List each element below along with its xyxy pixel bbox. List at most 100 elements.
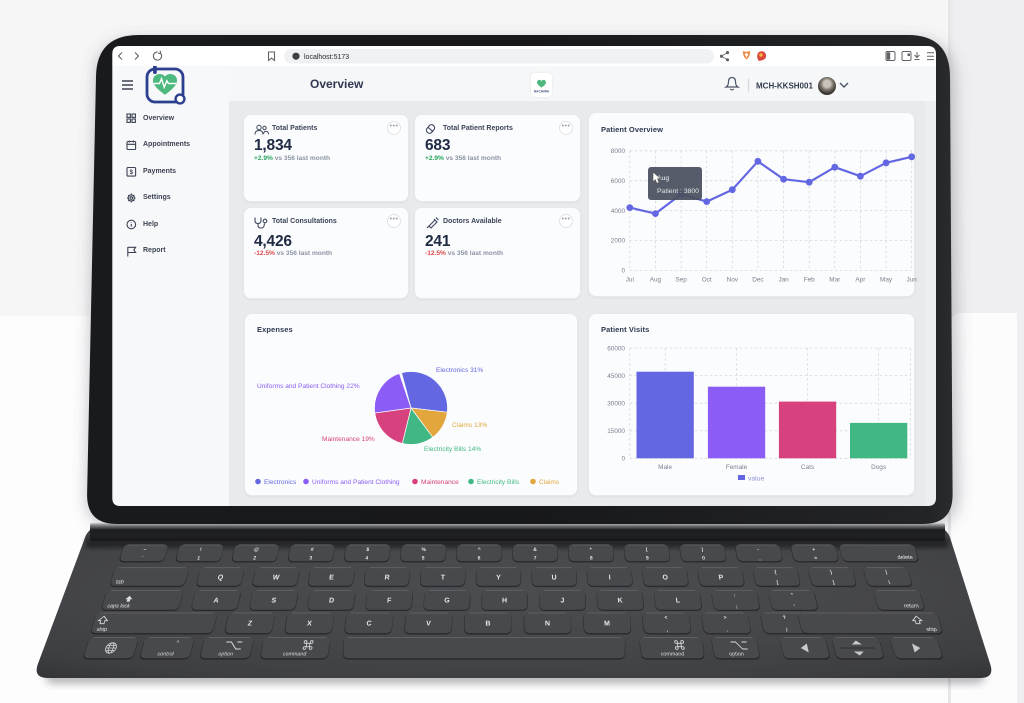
svg-text:): ) xyxy=(701,547,704,553)
svg-text:_: _ xyxy=(757,556,762,562)
svg-text:Electricity Bills 14%: Electricity Bills 14% xyxy=(424,446,481,453)
svg-text:J: J xyxy=(560,598,564,605)
svg-text:6: 6 xyxy=(478,556,481,562)
svg-text:option: option xyxy=(218,652,234,658)
svg-text:|: | xyxy=(885,570,889,576)
svg-text:$: $ xyxy=(366,547,370,553)
svg-text:/: / xyxy=(786,628,789,634)
svg-text:Cats: Cats xyxy=(801,464,814,471)
svg-text:Jun: Jun xyxy=(907,277,918,284)
svg-text:Sep: Sep xyxy=(675,277,687,284)
svg-text:8000: 8000 xyxy=(611,148,626,155)
svg-text:NACHIWA: NACHIWA xyxy=(534,90,550,94)
svg-text:F: F xyxy=(387,598,393,605)
svg-text:4: 4 xyxy=(365,556,369,562)
svg-text:localhost:5173: localhost:5173 xyxy=(304,54,349,61)
svg-text:O: O xyxy=(662,574,669,581)
svg-text:Claims 13%: Claims 13% xyxy=(452,422,487,429)
svg-text:Aug: Aug xyxy=(650,277,662,284)
svg-text:E: E xyxy=(329,574,335,581)
svg-text:K: K xyxy=(617,598,623,605)
svg-text:=: = xyxy=(814,556,818,562)
svg-text:delete: delete xyxy=(897,555,914,561)
svg-text:^: ^ xyxy=(478,547,481,553)
svg-text:9: 9 xyxy=(646,556,650,562)
svg-text:4000: 4000 xyxy=(611,208,626,215)
svg-text:D: D xyxy=(328,598,334,605)
svg-text:P: P xyxy=(718,574,724,581)
svg-text:Patient : 3800: Patient : 3800 xyxy=(657,188,699,195)
svg-text:Uniforms and Patient Clothing: Uniforms and Patient Clothing 22% xyxy=(257,383,360,390)
svg-text:ship: ship xyxy=(926,627,938,633)
svg-text:\: \ xyxy=(888,580,892,586)
svg-text:option: option xyxy=(729,652,745,658)
svg-text:Feb: Feb xyxy=(804,277,815,284)
svg-text:>: > xyxy=(723,615,727,621)
svg-text:Uniforms and Patient Clothing: Uniforms and Patient Clothing xyxy=(312,479,400,486)
svg-text:!: ! xyxy=(199,547,202,553)
svg-text:W: W xyxy=(272,574,280,581)
svg-text:tab: tab xyxy=(115,580,124,586)
svg-text:2: 2 xyxy=(253,556,257,562)
svg-text:Apr: Apr xyxy=(855,277,866,284)
svg-text:Maintenance 19%: Maintenance 19% xyxy=(322,436,375,443)
svg-text:(: ( xyxy=(645,547,648,553)
svg-text:$: $ xyxy=(130,170,134,176)
svg-text:L: L xyxy=(675,598,681,605)
svg-text:V: V xyxy=(426,621,431,628)
svg-text:Female: Female xyxy=(726,464,748,471)
svg-text:H: H xyxy=(502,598,507,605)
svg-text:5: 5 xyxy=(421,556,424,562)
svg-text:Electronics 31%: Electronics 31% xyxy=(436,367,483,374)
svg-text:8: 8 xyxy=(590,556,593,562)
svg-text:*: * xyxy=(590,547,592,553)
svg-text:0: 0 xyxy=(621,268,625,275)
svg-text:U: U xyxy=(551,574,556,581)
svg-text:C: C xyxy=(366,621,372,628)
svg-text:Oct: Oct xyxy=(702,277,712,284)
svg-text:Z: Z xyxy=(247,621,253,628)
svg-text:Electricity Bills: Electricity Bills xyxy=(477,479,520,486)
svg-text:command: command xyxy=(660,652,684,658)
svg-text:6000: 6000 xyxy=(611,178,626,185)
svg-text:': ' xyxy=(793,604,795,610)
svg-text:2000: 2000 xyxy=(611,238,626,245)
svg-text:Maintenance: Maintenance xyxy=(421,479,459,486)
svg-text:45000: 45000 xyxy=(607,373,625,380)
svg-text:": " xyxy=(790,593,794,599)
svg-text:return: return xyxy=(903,603,919,609)
svg-text:15000: 15000 xyxy=(607,428,625,435)
svg-text:MCH-KKSH001: MCH-KKSH001 xyxy=(756,82,813,91)
svg-text:ship: ship xyxy=(96,627,108,633)
svg-text:60000: 60000 xyxy=(607,345,625,352)
svg-text:N: N xyxy=(545,621,550,628)
svg-text:G: G xyxy=(444,598,450,605)
svg-text:+: + xyxy=(812,547,816,553)
svg-text:S: S xyxy=(271,598,277,605)
svg-text:^: ^ xyxy=(175,640,180,647)
svg-text:#: # xyxy=(310,547,314,553)
svg-text:}: } xyxy=(829,570,832,576)
svg-text:value: value xyxy=(748,476,764,483)
svg-text:B: B xyxy=(485,621,490,628)
svg-text:`: ` xyxy=(141,556,145,562)
svg-text:X: X xyxy=(306,621,312,628)
svg-text:I: I xyxy=(608,574,611,581)
svg-text:Claims: Claims xyxy=(539,479,560,486)
svg-text:command: command xyxy=(282,652,307,658)
svg-text::: : xyxy=(733,593,736,599)
svg-text:Dogs: Dogs xyxy=(871,464,886,471)
svg-text:Nov: Nov xyxy=(727,277,739,284)
svg-text:;: ; xyxy=(735,604,738,610)
svg-text:control: control xyxy=(157,652,175,658)
svg-text:Electronics: Electronics xyxy=(264,479,297,486)
svg-text:Mar: Mar xyxy=(829,277,841,284)
svg-text:T: T xyxy=(441,574,446,581)
svg-text:Male: Male xyxy=(658,464,672,471)
svg-text:,: , xyxy=(666,628,669,634)
svg-text:@: @ xyxy=(253,547,259,553)
svg-text:Aug: Aug xyxy=(657,175,669,182)
svg-text:<: < xyxy=(664,615,668,621)
svg-text:&: & xyxy=(533,547,537,553)
svg-text:-: - xyxy=(757,547,760,553)
